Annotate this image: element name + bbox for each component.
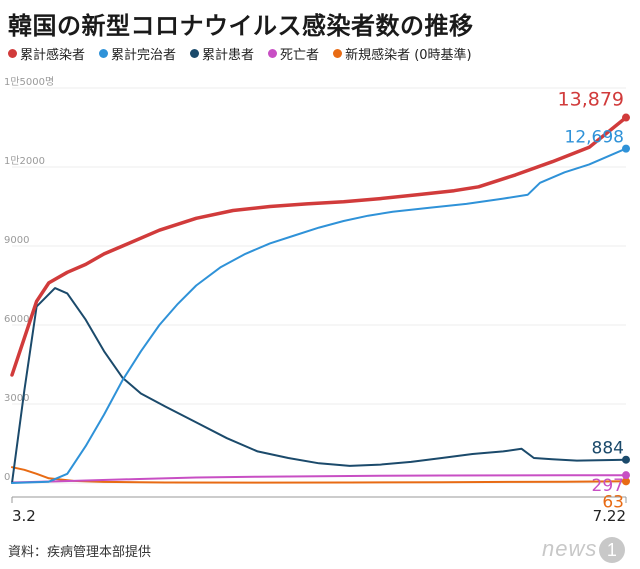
y-tick-label: 6000 <box>4 314 29 325</box>
source-note: 資料：疾病管理本部提供 <box>8 545 152 560</box>
series-end-point <box>622 113 630 122</box>
legend-label: 累計患者 <box>202 48 255 63</box>
legend-label: 累計感染者 <box>20 48 86 63</box>
series-end-point <box>622 471 630 480</box>
legend-swatch <box>333 49 343 58</box>
x-tick-label: 3.2 <box>12 507 36 525</box>
news1-logo: news 1 <box>542 536 626 564</box>
legend-label: 新規感染者 (0時基準) <box>345 48 472 63</box>
series-line <box>11 147 627 484</box>
legend-item: 累計患者 <box>190 44 254 63</box>
legend-label: 死亡者 <box>280 48 320 63</box>
series-end-label: 884 <box>592 439 624 459</box>
legend-item: 死亡者 <box>268 44 319 63</box>
series-line <box>10 115 628 377</box>
series-end-point <box>622 144 630 153</box>
y-tick-label: 0 <box>4 472 10 483</box>
y-tick-label: 1만2000 <box>4 155 45 167</box>
chart-title: 韓国の新型コロナウイルス感染者数の推移 <box>8 12 474 40</box>
series-line <box>11 474 627 484</box>
series-end-label: 63 <box>602 492 624 512</box>
y-tick-label: 1만5000명 <box>4 76 54 88</box>
legend-item: 新規感染者 (0時基準) <box>333 44 472 63</box>
legend-swatch <box>190 49 200 58</box>
logo-text: news <box>542 536 598 561</box>
legend-swatch <box>8 49 17 58</box>
x-tick-label: 7.22 <box>593 507 626 525</box>
series-line <box>11 287 627 484</box>
y-tick-label: 9000 <box>4 235 29 246</box>
series-end-label: 297 <box>592 476 624 496</box>
legend-swatch <box>268 49 278 58</box>
legend-item: 累計感染者 <box>8 44 85 63</box>
legend-item: 累計完治者 <box>99 44 176 63</box>
legend-label: 累計完治者 <box>111 48 177 63</box>
legend-swatch <box>99 49 109 58</box>
series-end-label: 13,879 <box>558 89 624 111</box>
legend: 累計感染者 累計完治者 累計患者 死亡者 新規感染者 (0時基準) <box>8 44 472 63</box>
logo-mark: 1 <box>599 537 626 564</box>
series-end-point <box>622 477 630 486</box>
series-line <box>11 466 627 484</box>
y-tick-label: 3000 <box>4 393 29 404</box>
series-end-label: 12,698 <box>565 128 624 148</box>
series-end-point <box>622 455 630 464</box>
